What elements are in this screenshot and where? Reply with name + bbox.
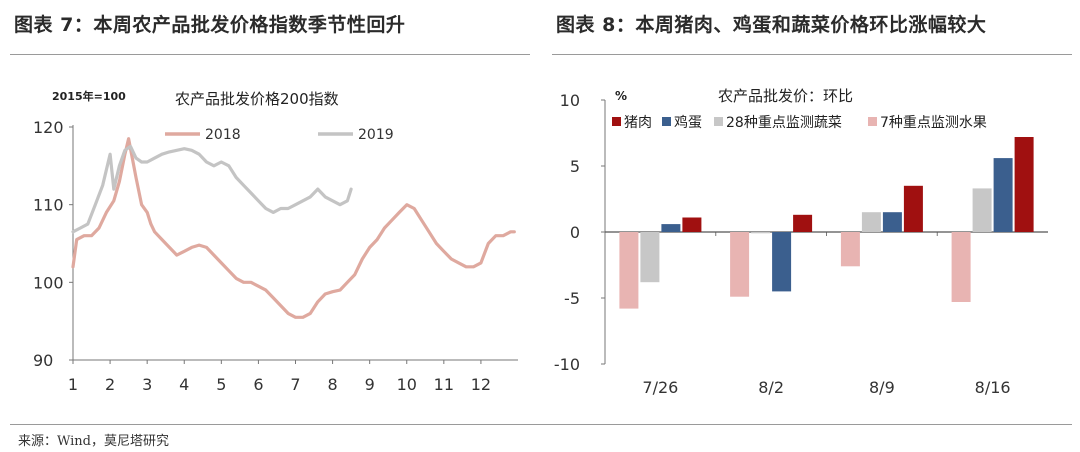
left-x-tick-label: 5 <box>216 375 226 394</box>
left-figure-title: 图表 7：本周农产品批发价格指数季节性回升 <box>14 14 406 36</box>
left-y-tick-label: 90 <box>33 351 53 370</box>
left-x-tick-label: 9 <box>365 375 375 394</box>
left-chart-title: 农产品批发价格200指数 <box>175 90 339 108</box>
legend-swatch-28种重点监测蔬菜 <box>714 117 723 126</box>
left-x-tick-label: 1 <box>68 375 78 394</box>
bar-28种重点监测蔬菜-8/9 <box>861 212 881 232</box>
right-legend: 猪肉 鸡蛋 28种重点监测蔬菜 7种重点监测水果 <box>612 114 987 131</box>
series-line-2019 <box>71 144 353 234</box>
right-x-tick-label: 8/9 <box>869 378 895 397</box>
left-x-tick-label: 10 <box>397 375 417 394</box>
legend-label-2019: 2019 <box>358 127 394 143</box>
footer-divider <box>10 424 1072 425</box>
right-figure-title: 图表 8：本周猪肉、鸡蛋和蔬菜价格环比涨幅较大 <box>556 14 987 36</box>
bar-7种重点监测水果-8/2 <box>730 232 750 297</box>
bar-鸡蛋-8/16 <box>993 158 1013 232</box>
bar-猪肉-7/26 <box>682 217 702 232</box>
bar-28种重点监测蔬菜-7/26 <box>640 232 660 283</box>
bar-28种重点监测蔬菜-8/2 <box>751 232 771 234</box>
right-bars <box>619 137 1034 309</box>
bar-猪肉-8/2 <box>793 214 813 232</box>
bar-7种重点监测水果-8/9 <box>840 232 860 267</box>
left-y-tick-label: 100 <box>33 273 64 292</box>
right-y-tick-label: 5 <box>570 157 580 176</box>
left-x-tick-label: 2 <box>105 375 115 394</box>
bar-鸡蛋-7/26 <box>661 224 681 232</box>
left-legend: 2018 2019 <box>165 127 394 143</box>
left-series-lines <box>71 137 516 319</box>
left-line-chart: 2015年=100 农产品批发价格200指数 2018 2019 90100110… <box>33 89 518 394</box>
left-x-tick-label: 4 <box>179 375 189 394</box>
left-title-divider <box>10 54 530 55</box>
series-line-2018 <box>71 137 516 319</box>
right-y-tick-label: 10 <box>560 91 580 110</box>
left-y-tick-label: 120 <box>33 118 64 137</box>
left-x-tick-label: 8 <box>327 375 337 394</box>
left-x-tick-label: 12 <box>471 375 491 394</box>
right-x-tick-label: 8/2 <box>758 378 784 397</box>
right-unit-label: % <box>615 89 627 103</box>
left-x-tick-label: 11 <box>434 375 454 394</box>
right-x-tick-label: 8/16 <box>975 378 1011 397</box>
right-y-tick-label: 0 <box>570 223 580 242</box>
legend-label-鸡蛋: 鸡蛋 <box>674 114 702 131</box>
right-y-tick-label: -5 <box>564 289 580 308</box>
legend-label-猪肉: 猪肉 <box>624 115 652 131</box>
left-unit-label: 2015年=100 <box>52 89 126 103</box>
legend-label-28种重点监测蔬菜: 28种重点监测蔬菜 <box>726 115 842 131</box>
legend-swatch-鸡蛋 <box>662 117 671 126</box>
right-bar-chart: % 农产品批发价：环比 猪肉 鸡蛋 28种重点监测蔬菜 7种重点监测水果 10 5 0 -5… <box>554 87 1048 397</box>
left-x-tick-label: 3 <box>142 375 152 394</box>
bar-7种重点监测水果-8/16 <box>951 232 971 302</box>
bar-猪肉-8/16 <box>1014 137 1034 232</box>
legend-swatch-7种重点监测水果 <box>868 117 877 126</box>
bar-鸡蛋-8/2 <box>772 232 792 292</box>
bar-猪肉-8/9 <box>903 185 923 232</box>
left-x-tick-label: 7 <box>290 375 300 394</box>
source-note: 来源：Wind，莫尼塔研究 <box>18 434 169 449</box>
bar-7种重点监测水果-7/26 <box>619 232 639 309</box>
legend-swatch-猪肉 <box>612 117 621 126</box>
legend-label-2018: 2018 <box>205 127 241 143</box>
right-chart-title: 农产品批发价：环比 <box>718 87 853 105</box>
right-y-tick-label: -10 <box>554 355 580 374</box>
right-title-divider <box>552 54 1072 55</box>
legend-label-7种重点监测水果: 7种重点监测水果 <box>880 115 987 131</box>
right-x-tick-label: 7/26 <box>642 378 678 397</box>
bar-28种重点监测蔬菜-8/16 <box>972 188 992 232</box>
left-x-tick-label: 6 <box>253 375 263 394</box>
left-y-tick-label: 110 <box>33 196 64 215</box>
bar-鸡蛋-8/9 <box>882 212 902 232</box>
